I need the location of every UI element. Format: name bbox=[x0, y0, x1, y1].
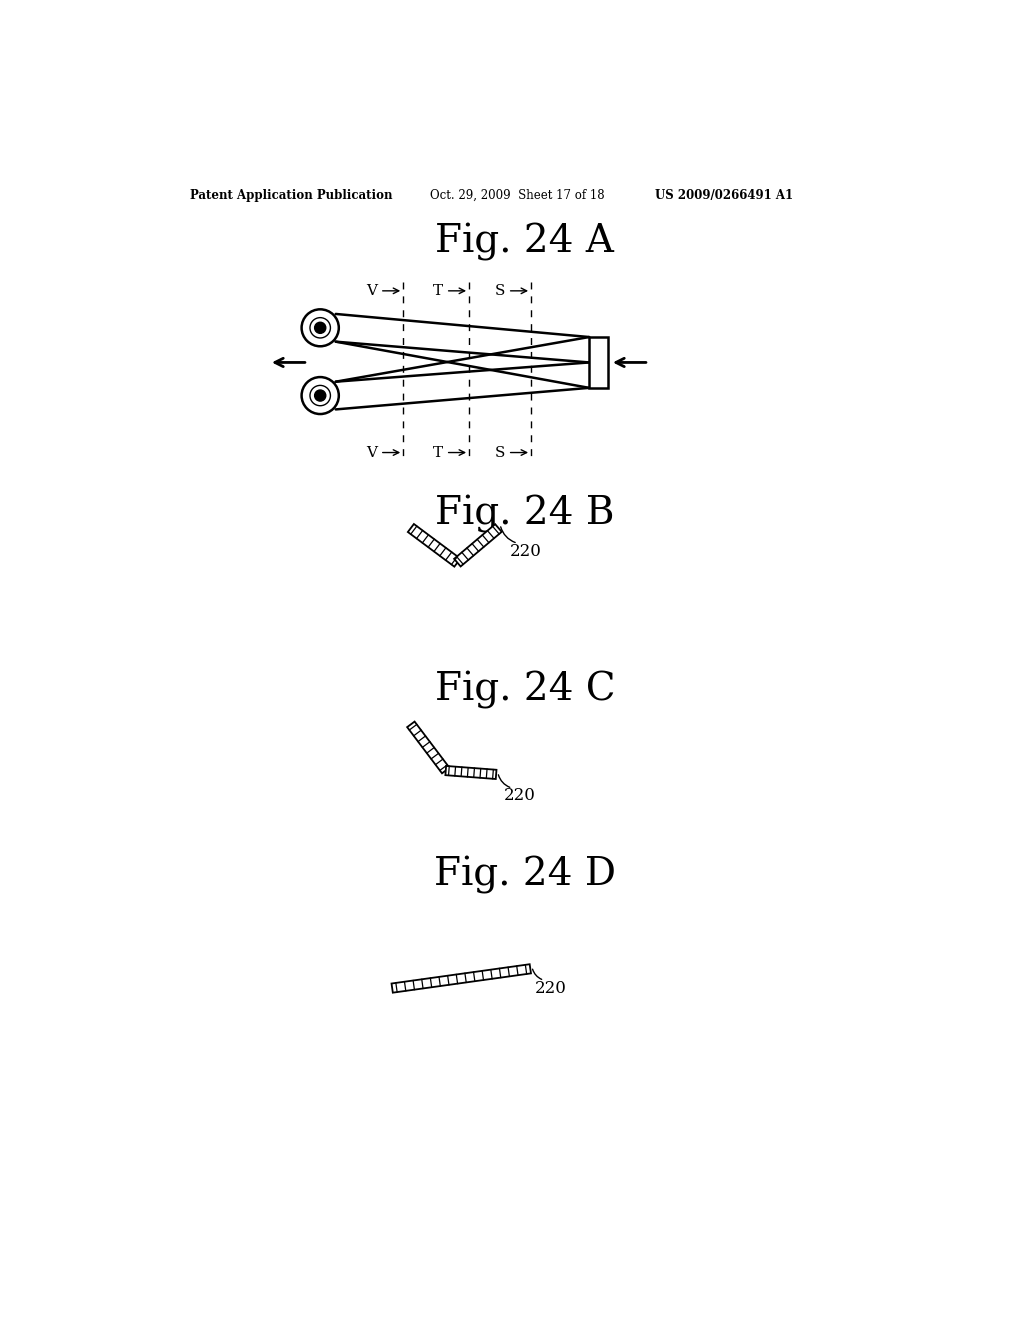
Polygon shape bbox=[454, 524, 502, 566]
Text: 220: 220 bbox=[510, 543, 542, 560]
Polygon shape bbox=[408, 722, 450, 774]
Circle shape bbox=[314, 389, 326, 401]
Text: T: T bbox=[433, 284, 443, 298]
Text: 220: 220 bbox=[536, 979, 567, 997]
Circle shape bbox=[302, 378, 339, 414]
Text: S: S bbox=[495, 284, 506, 298]
Text: US 2009/0266491 A1: US 2009/0266491 A1 bbox=[655, 189, 794, 202]
Text: Patent Application Publication: Patent Application Publication bbox=[190, 189, 392, 202]
Polygon shape bbox=[391, 964, 531, 993]
Text: Fig. 24 D: Fig. 24 D bbox=[434, 855, 615, 894]
Circle shape bbox=[310, 385, 331, 405]
Text: T: T bbox=[433, 446, 443, 459]
Circle shape bbox=[302, 309, 339, 346]
Text: Oct. 29, 2009  Sheet 17 of 18: Oct. 29, 2009 Sheet 17 of 18 bbox=[430, 189, 605, 202]
Text: Fig. 24 C: Fig. 24 C bbox=[434, 671, 615, 709]
Circle shape bbox=[310, 318, 331, 338]
Polygon shape bbox=[408, 524, 461, 566]
Text: Fig. 24 A: Fig. 24 A bbox=[435, 223, 614, 260]
Text: 220: 220 bbox=[504, 788, 536, 804]
Text: S: S bbox=[495, 446, 506, 459]
Text: Fig. 24 B: Fig. 24 B bbox=[435, 495, 614, 533]
Text: V: V bbox=[367, 446, 378, 459]
Circle shape bbox=[314, 322, 326, 334]
Bar bbox=[589, 337, 607, 388]
Text: V: V bbox=[367, 284, 378, 298]
Polygon shape bbox=[445, 766, 497, 779]
